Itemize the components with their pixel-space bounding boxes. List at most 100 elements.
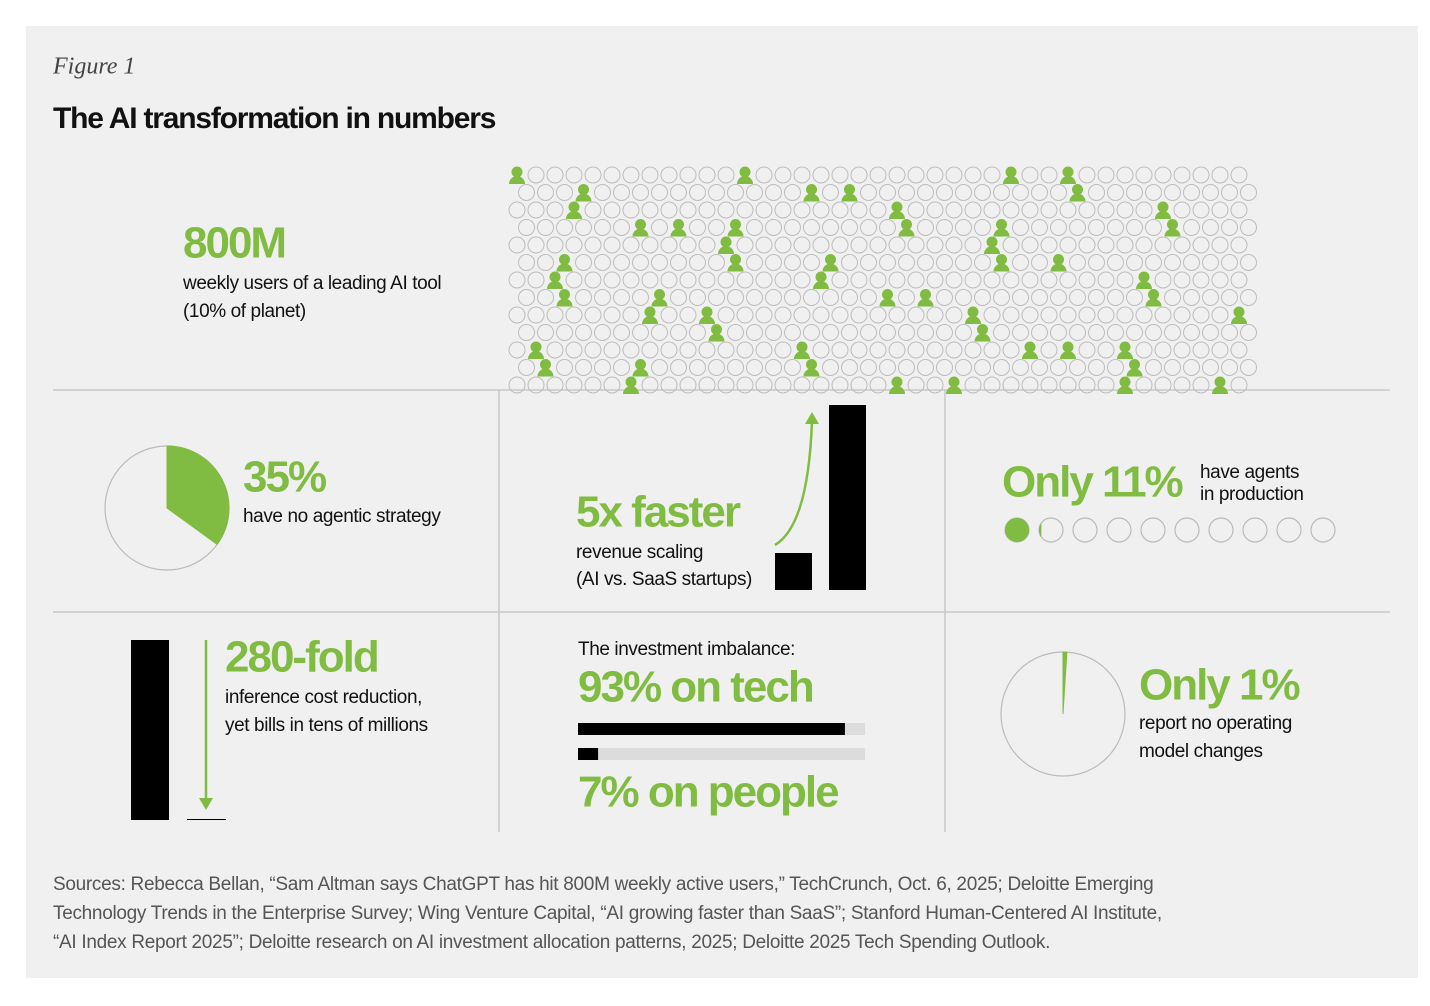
- person-dot: [1145, 254, 1162, 271]
- person-head: [1233, 306, 1245, 318]
- person-dot: [660, 306, 678, 324]
- people-grid: [508, 166, 1257, 394]
- person-dot: [1221, 359, 1238, 376]
- person-body: [1050, 263, 1067, 272]
- person-dot: [1183, 289, 1200, 306]
- person-dot: [1240, 184, 1257, 201]
- person-dot: [936, 359, 953, 376]
- person-body: [1069, 193, 1086, 202]
- person-dot: [755, 306, 773, 324]
- person-body: [632, 368, 649, 377]
- person-dot: [1107, 324, 1124, 341]
- person-dot: [879, 219, 896, 236]
- person-dot: [1040, 376, 1058, 394]
- person-head: [844, 184, 855, 195]
- person-dot: [736, 376, 754, 394]
- person-dot: [746, 184, 763, 201]
- person-dot: [613, 359, 630, 376]
- person-dot: [1126, 289, 1143, 306]
- person-dot: [527, 201, 545, 219]
- person-dot: [926, 166, 944, 184]
- person-dot: [1012, 219, 1029, 236]
- person-body: [509, 176, 525, 184]
- caption: (AI vs. SaaS startups): [576, 569, 752, 590]
- person-dot: [622, 236, 640, 254]
- person-body: [1155, 211, 1171, 219]
- person-dot: [679, 271, 697, 289]
- person-dot: [565, 306, 583, 324]
- person-dot: [518, 324, 535, 341]
- person-dot: [860, 219, 877, 236]
- person-dot: [1192, 236, 1210, 254]
- person-dot: [1192, 201, 1210, 219]
- person-dot: [1183, 324, 1200, 341]
- person-dot: [660, 236, 678, 254]
- person-head: [1024, 341, 1036, 353]
- person-head: [578, 184, 589, 195]
- person-dot: [1173, 306, 1191, 324]
- person-dot: [641, 376, 659, 394]
- person-dot: [698, 201, 716, 219]
- person-dot: [641, 341, 659, 359]
- person-dot: [945, 201, 963, 219]
- person-dot: [879, 324, 896, 341]
- person-dot: [537, 289, 554, 306]
- person-dot: [945, 271, 963, 289]
- person-dot: [1230, 166, 1248, 184]
- person-head: [711, 324, 722, 335]
- person-body: [556, 298, 573, 307]
- person-body: [841, 193, 858, 202]
- person-dot: [1202, 359, 1219, 376]
- person-dot: [622, 341, 640, 359]
- person-dot: [1202, 184, 1219, 201]
- person-head: [948, 376, 960, 388]
- person-dot: [1240, 324, 1257, 341]
- person-dot: [974, 184, 991, 201]
- person-dot: [917, 219, 934, 236]
- person-dot: [575, 359, 592, 376]
- person-dot: [1078, 236, 1096, 254]
- person-dot: [594, 219, 611, 236]
- person-dot: [907, 236, 925, 254]
- agent-dot-fill: [1039, 522, 1042, 538]
- person-body: [651, 298, 668, 307]
- person-dot: [717, 306, 735, 324]
- person-dot: [860, 184, 877, 201]
- person-dot: [670, 184, 687, 201]
- person-dot: [622, 271, 640, 289]
- person-body: [727, 263, 744, 272]
- person-dot: [926, 201, 944, 219]
- person-dot: [679, 201, 697, 219]
- person-dot: [974, 359, 991, 376]
- person-dot: [860, 324, 877, 341]
- person-dot: [812, 166, 830, 184]
- person-dot: [613, 184, 630, 201]
- person-dot: [603, 271, 621, 289]
- person-dot: [1230, 341, 1248, 359]
- caption: have no agentic strategy: [243, 506, 441, 527]
- person-dot: [755, 236, 773, 254]
- person-dot: [1069, 254, 1086, 271]
- person-dot: [1012, 289, 1029, 306]
- person-dot: [898, 254, 915, 271]
- person-dot: [1097, 166, 1115, 184]
- headline: 800M: [183, 219, 285, 268]
- person-dot: [917, 359, 934, 376]
- person-dot: [983, 376, 1001, 394]
- person-body: [642, 316, 658, 324]
- person-head: [568, 201, 580, 213]
- person-dot: [784, 219, 801, 236]
- headline: 93% on tech: [578, 663, 813, 712]
- person-dot: [784, 254, 801, 271]
- person-dot: [736, 271, 754, 289]
- person-dot: [860, 254, 877, 271]
- person-dot: [546, 376, 564, 394]
- agent-dot: [1242, 517, 1268, 543]
- person-dot: [1135, 376, 1153, 394]
- person-dot: [537, 219, 554, 236]
- person-dot: [746, 289, 763, 306]
- person-dot: [841, 359, 858, 376]
- person-dot: [784, 324, 801, 341]
- person-dot: [717, 201, 735, 219]
- person-dot: [1202, 254, 1219, 271]
